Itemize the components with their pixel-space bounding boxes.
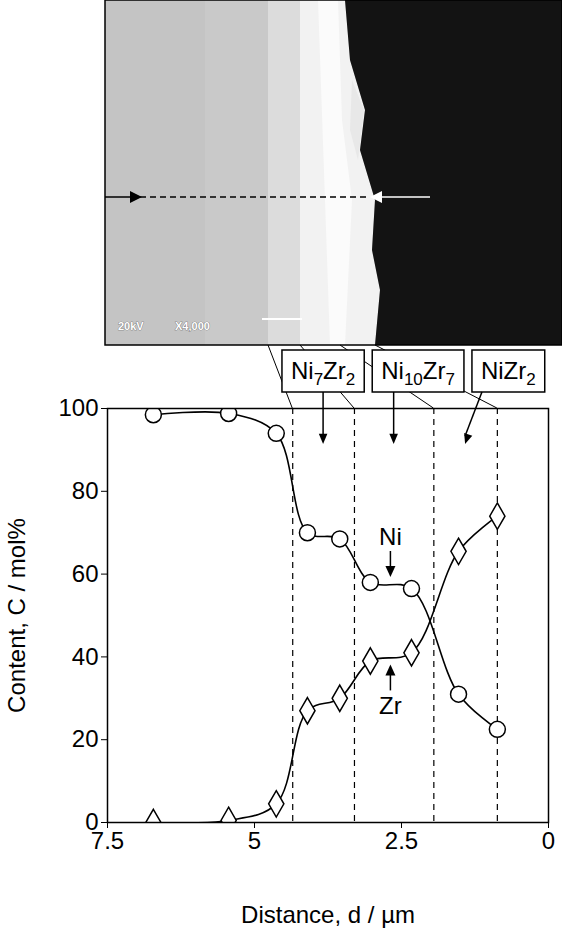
svg-text:20: 20 [72,725,99,752]
svg-text:Content, C / mol%: Content, C / mol% [3,518,30,713]
svg-text:100: 100 [58,394,98,421]
svg-text:Zr: Zr [379,692,402,719]
svg-text:80: 80 [72,477,99,504]
svg-text:Ni: Ni [379,523,402,550]
svg-text:7.5: 7.5 [91,827,124,854]
svg-text:0: 0 [542,827,555,854]
svg-text:X4,000: X4,000 [175,320,210,332]
svg-text:Ni7Zr2: Ni7Zr2 [291,357,355,389]
svg-text:Ni10Zr7: Ni10Zr7 [381,357,455,389]
svg-text:20kV: 20kV [118,320,144,332]
svg-text:0: 0 [85,808,99,836]
svg-text:Distance, d / µm: Distance, d / µm [241,901,415,928]
svg-text:5: 5 [248,827,261,854]
svg-text:2.5: 2.5 [385,827,418,854]
svg-text:40: 40 [72,643,99,670]
svg-text:60: 60 [72,560,99,587]
svg-text:NiZr2: NiZr2 [481,357,536,389]
